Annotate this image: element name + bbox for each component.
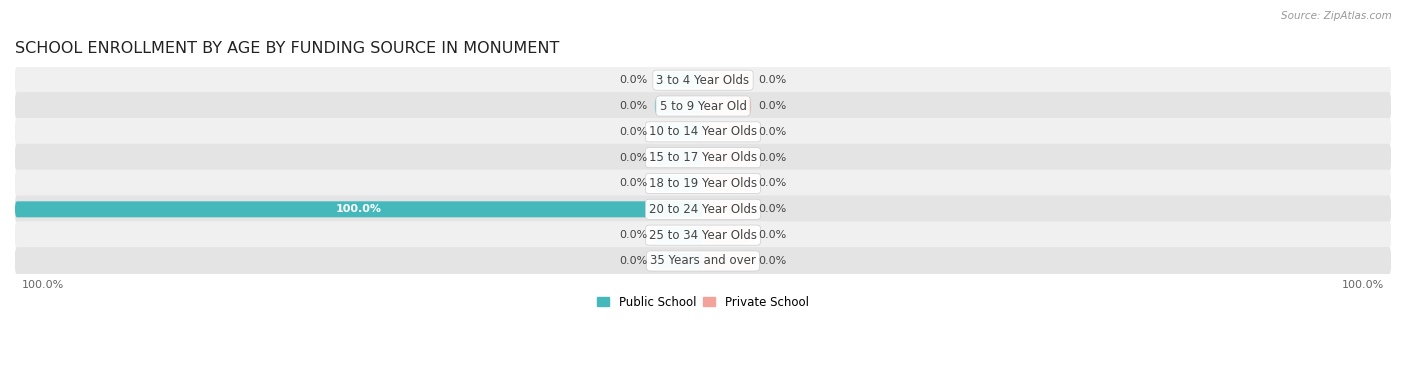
FancyBboxPatch shape: [15, 201, 703, 217]
Text: SCHOOL ENROLLMENT BY AGE BY FUNDING SOURCE IN MONUMENT: SCHOOL ENROLLMENT BY AGE BY FUNDING SOUR…: [15, 41, 560, 57]
FancyBboxPatch shape: [655, 150, 703, 166]
Text: 0.0%: 0.0%: [620, 101, 648, 111]
Text: 5 to 9 Year Old: 5 to 9 Year Old: [659, 100, 747, 112]
FancyBboxPatch shape: [15, 66, 1391, 94]
FancyBboxPatch shape: [655, 227, 703, 243]
Text: 0.0%: 0.0%: [758, 178, 786, 188]
FancyBboxPatch shape: [703, 201, 751, 217]
Text: 35 Years and over: 35 Years and over: [650, 254, 756, 267]
Text: 100.0%: 100.0%: [1341, 280, 1384, 290]
FancyBboxPatch shape: [655, 98, 703, 114]
Text: 20 to 24 Year Olds: 20 to 24 Year Olds: [650, 203, 756, 216]
FancyBboxPatch shape: [703, 98, 751, 114]
Text: 25 to 34 Year Olds: 25 to 34 Year Olds: [650, 228, 756, 242]
FancyBboxPatch shape: [15, 247, 1391, 275]
Text: 0.0%: 0.0%: [620, 127, 648, 137]
Text: 10 to 14 Year Olds: 10 to 14 Year Olds: [650, 125, 756, 138]
Text: 15 to 17 Year Olds: 15 to 17 Year Olds: [650, 151, 756, 164]
Text: 0.0%: 0.0%: [758, 256, 786, 266]
FancyBboxPatch shape: [703, 227, 751, 243]
FancyBboxPatch shape: [15, 118, 1391, 146]
FancyBboxPatch shape: [655, 72, 703, 88]
Text: Source: ZipAtlas.com: Source: ZipAtlas.com: [1281, 11, 1392, 21]
FancyBboxPatch shape: [655, 253, 703, 269]
FancyBboxPatch shape: [703, 150, 751, 166]
FancyBboxPatch shape: [703, 175, 751, 192]
Text: 0.0%: 0.0%: [758, 101, 786, 111]
FancyBboxPatch shape: [655, 175, 703, 192]
Text: 100.0%: 100.0%: [22, 280, 65, 290]
Text: 3 to 4 Year Olds: 3 to 4 Year Olds: [657, 74, 749, 87]
FancyBboxPatch shape: [655, 124, 703, 140]
Text: 0.0%: 0.0%: [620, 230, 648, 240]
Legend: Public School, Private School: Public School, Private School: [593, 291, 813, 313]
Text: 0.0%: 0.0%: [758, 204, 786, 214]
Text: 0.0%: 0.0%: [758, 230, 786, 240]
Text: 0.0%: 0.0%: [620, 75, 648, 85]
FancyBboxPatch shape: [15, 144, 1391, 172]
Text: 100.0%: 100.0%: [336, 204, 382, 214]
FancyBboxPatch shape: [703, 72, 751, 88]
Text: 0.0%: 0.0%: [620, 178, 648, 188]
Text: 0.0%: 0.0%: [620, 153, 648, 162]
FancyBboxPatch shape: [15, 170, 1391, 197]
Text: 0.0%: 0.0%: [758, 153, 786, 162]
FancyBboxPatch shape: [703, 124, 751, 140]
Text: 18 to 19 Year Olds: 18 to 19 Year Olds: [650, 177, 756, 190]
Text: 0.0%: 0.0%: [758, 127, 786, 137]
FancyBboxPatch shape: [15, 221, 1391, 249]
Text: 0.0%: 0.0%: [620, 256, 648, 266]
Text: 0.0%: 0.0%: [758, 75, 786, 85]
FancyBboxPatch shape: [15, 92, 1391, 120]
FancyBboxPatch shape: [703, 253, 751, 269]
FancyBboxPatch shape: [15, 195, 1391, 223]
